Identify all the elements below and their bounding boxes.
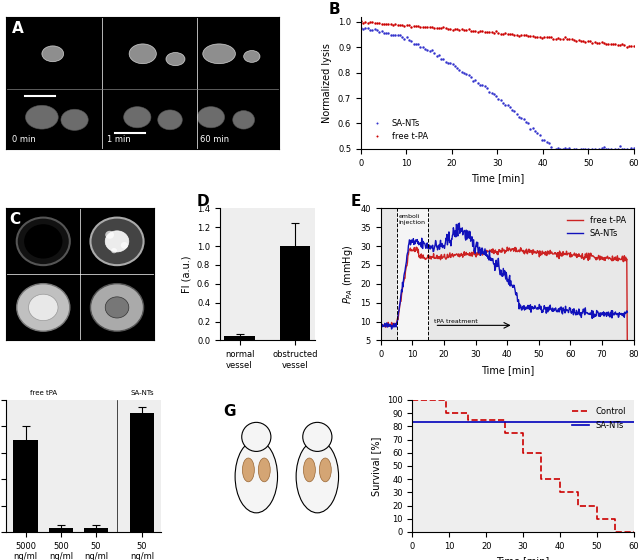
Text: 0 min: 0 min: [12, 136, 36, 144]
Circle shape: [105, 297, 129, 318]
Legend: SA-NTs, free t-PA: SA-NTs, free t-PA: [365, 116, 431, 144]
Text: C: C: [10, 212, 20, 227]
Text: G: G: [223, 404, 236, 419]
Circle shape: [17, 218, 70, 265]
Y-axis label: Survival [%]: Survival [%]: [371, 436, 381, 496]
Ellipse shape: [166, 53, 185, 66]
Text: tPA treatment: tPA treatment: [435, 319, 478, 324]
Text: E: E: [351, 194, 361, 209]
Ellipse shape: [259, 458, 270, 482]
Text: 60 min: 60 min: [200, 136, 229, 144]
Ellipse shape: [42, 46, 63, 62]
Ellipse shape: [233, 110, 255, 129]
Ellipse shape: [203, 44, 236, 64]
Circle shape: [303, 422, 332, 451]
Text: B: B: [328, 2, 340, 17]
Legend: Control, SA-NTs: Control, SA-NTs: [569, 404, 629, 433]
Circle shape: [29, 294, 58, 321]
Text: 1 min: 1 min: [108, 136, 131, 144]
Ellipse shape: [303, 458, 316, 482]
Bar: [224, 336, 255, 340]
Ellipse shape: [26, 105, 58, 129]
Bar: [13, 440, 38, 532]
Bar: [397, 208, 428, 340]
X-axis label: Time [min]: Time [min]: [497, 556, 550, 560]
Ellipse shape: [319, 458, 332, 482]
Ellipse shape: [235, 440, 278, 513]
Circle shape: [105, 231, 129, 252]
Y-axis label: FI (a.u.): FI (a.u.): [181, 256, 191, 293]
Text: D: D: [196, 194, 209, 209]
Circle shape: [24, 224, 63, 259]
Text: A: A: [12, 21, 24, 36]
Circle shape: [17, 284, 70, 331]
Legend: free t-PA, SA-NTs: free t-PA, SA-NTs: [563, 212, 629, 241]
Text: free tPA: free tPA: [30, 390, 57, 395]
Ellipse shape: [197, 106, 225, 128]
Bar: [129, 413, 154, 532]
Ellipse shape: [157, 110, 182, 130]
X-axis label: Time [min]: Time [min]: [481, 365, 534, 375]
Text: SA-NTs: SA-NTs: [130, 390, 154, 395]
X-axis label: Time [min]: Time [min]: [470, 173, 524, 183]
Ellipse shape: [296, 440, 339, 513]
Circle shape: [105, 231, 114, 239]
Ellipse shape: [124, 106, 151, 128]
Y-axis label: Normalized lysis: Normalized lysis: [323, 43, 332, 123]
Text: emboli
injection: emboli injection: [398, 214, 425, 225]
Bar: [49, 528, 73, 532]
Circle shape: [121, 242, 128, 249]
Ellipse shape: [61, 109, 88, 130]
Circle shape: [242, 422, 271, 451]
Circle shape: [90, 218, 143, 265]
Ellipse shape: [244, 50, 260, 62]
Ellipse shape: [243, 458, 254, 482]
Bar: [280, 246, 310, 340]
Circle shape: [111, 248, 117, 253]
Bar: [84, 528, 108, 532]
Circle shape: [90, 284, 143, 331]
Ellipse shape: [129, 44, 156, 64]
Y-axis label: $P_{PA}$ (mmHg): $P_{PA}$ (mmHg): [341, 245, 355, 304]
